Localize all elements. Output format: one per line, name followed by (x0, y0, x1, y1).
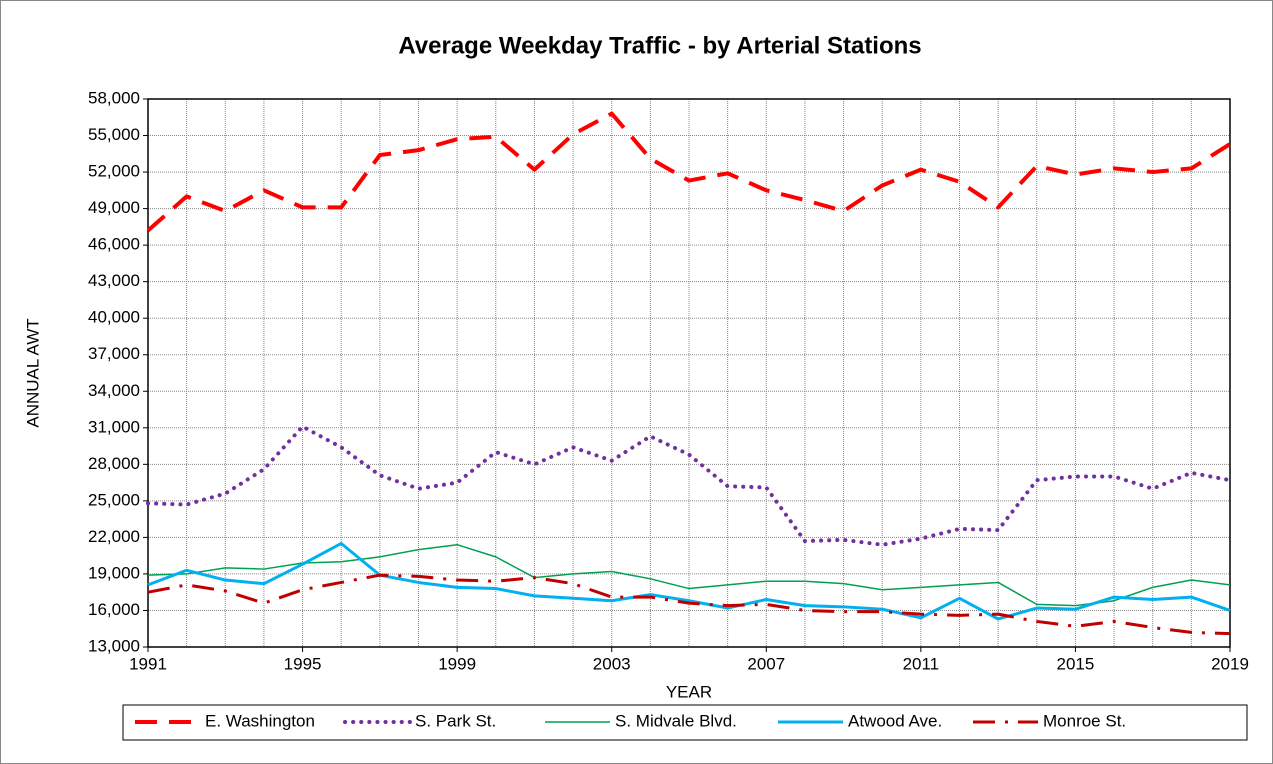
y-tick-label: 31,000 (88, 417, 140, 436)
x-tick-label: 1991 (129, 654, 167, 673)
y-tick-label: 46,000 (88, 235, 140, 254)
x-tick-label: 1999 (438, 654, 476, 673)
series-line (147, 543, 1231, 607)
y-tick-label: 49,000 (88, 198, 140, 217)
x-tick-label: 2003 (593, 654, 631, 673)
x-tick-label: 2015 (1057, 654, 1095, 673)
series-line (146, 111, 1232, 233)
series-line (147, 541, 1231, 621)
x-tick-label: 2007 (747, 654, 785, 673)
x-tick-label: 2019 (1211, 654, 1249, 673)
y-tick-label: 40,000 (88, 308, 140, 327)
legend-label: E. Washington (205, 711, 315, 730)
x-axis-label: YEAR (666, 682, 712, 701)
plot-border (147, 98, 1231, 648)
y-tick-label: 52,000 (88, 162, 140, 181)
y-axis-label: ANNUAL AWT (23, 318, 42, 427)
y-tick-label: 28,000 (88, 454, 140, 473)
y-tick-label: 43,000 (88, 271, 140, 290)
y-tick-label: 58,000 (88, 88, 140, 107)
legend-label: Monroe St. (1043, 711, 1126, 730)
y-tick-label: 13,000 (88, 636, 140, 655)
x-tick-label: 2011 (903, 654, 940, 673)
y-tick-label: 34,000 (88, 381, 140, 400)
y-tick-label: 16,000 (88, 600, 140, 619)
legend-box (122, 704, 1248, 741)
legend-label: S. Midvale Blvd. (615, 711, 737, 730)
y-tick-label: 37,000 (88, 344, 140, 363)
series-line (146, 424, 1232, 547)
x-tick-label: 1995 (284, 654, 322, 673)
series-line (147, 573, 1231, 636)
y-tick-label: 25,000 (88, 490, 140, 509)
y-tick-label: 55,000 (88, 125, 140, 144)
y-tick-label: 19,000 (88, 563, 140, 582)
y-tick-label: 22,000 (88, 527, 140, 546)
legend-label: S. Park St. (415, 711, 496, 730)
legend-label: Atwood Ave. (848, 711, 942, 730)
chart-title: Average Weekday Traffic - by Arterial St… (398, 32, 921, 59)
